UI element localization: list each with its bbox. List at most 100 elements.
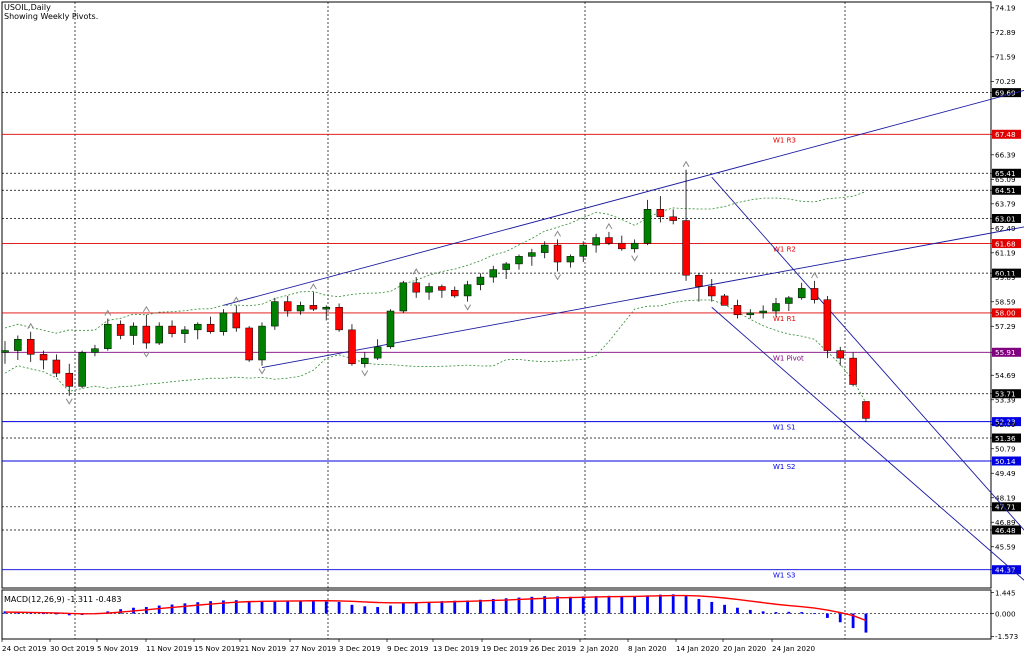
candle-body (129, 325, 138, 336)
candle-body (181, 329, 189, 334)
date-tick-label: 26 Dec 2019 (530, 644, 576, 653)
candle (373, 339, 382, 361)
candle (194, 322, 202, 340)
date-tick-label: 24 Jan 2020 (772, 644, 816, 653)
candle (605, 231, 613, 246)
macd-bar (170, 604, 174, 614)
candle-body (194, 323, 202, 331)
macd-bar (414, 602, 418, 614)
fractal-up-icon (309, 283, 317, 290)
price-tick-label: 53.39 (995, 396, 1016, 405)
price-tick-label: 57.29 (995, 322, 1016, 331)
price-tick-label: 65.41 (995, 169, 1016, 178)
macd-bar (453, 600, 457, 614)
envelope-upper (4, 191, 867, 334)
price-tag (992, 389, 1021, 399)
fractal-up-icon (142, 305, 150, 313)
candle (322, 305, 330, 321)
price-tick-label: 59.89 (995, 273, 1016, 282)
price-tag (992, 502, 1021, 512)
candle (129, 322, 138, 345)
candle-body (425, 286, 433, 293)
macd-bar (196, 602, 200, 614)
candle-body (695, 274, 703, 287)
date-tick-label: 15 Nov 2019 (194, 644, 240, 653)
candle-body (245, 327, 253, 361)
candle-body (1, 350, 9, 353)
price-tag (992, 347, 1021, 357)
date-tick-label: 2 Jan 2020 (580, 644, 619, 653)
candle-body (322, 306, 330, 310)
candle (553, 239, 562, 272)
candle-body (206, 323, 215, 332)
candle (399, 280, 408, 313)
price-tag (992, 565, 1021, 575)
macd-bar (710, 601, 714, 614)
price-tag (992, 239, 1021, 249)
candle-body (618, 242, 626, 250)
candle (104, 318, 112, 351)
candle-body (733, 305, 742, 316)
date-tick-label: 30 Oct 2019 (50, 644, 95, 653)
price-tick-label: 52.09 (995, 420, 1016, 429)
macd-bar (42, 613, 45, 615)
macd-bar (800, 612, 804, 614)
date-tick-label: 3 Dec 2019 (339, 644, 381, 653)
macd-bar (67, 613, 71, 616)
macd-tick-label: 0.000 (995, 609, 1016, 618)
candle-body (361, 357, 369, 365)
price-tag (992, 417, 1021, 427)
candle-body (810, 288, 819, 300)
macd-bar (363, 606, 367, 614)
candle (566, 254, 575, 268)
fractal-up-icon (232, 296, 240, 303)
macd-bar (401, 603, 405, 614)
price-tick-label: 61.19 (995, 249, 1016, 258)
price-tick-label: 61.68 (995, 239, 1016, 248)
fractal-up-icon (104, 309, 112, 316)
pivot-label: W1 S2 (773, 463, 796, 471)
price-tag (992, 213, 1021, 223)
price-tick-label: 62.49 (995, 224, 1016, 233)
macd-bar (826, 613, 829, 618)
macd-bar (466, 600, 469, 614)
candle-body (682, 220, 690, 276)
candle-body (643, 209, 652, 244)
macd-bar (748, 609, 752, 614)
price-tick-label: 65.09 (995, 175, 1016, 184)
macd-bar (813, 613, 816, 615)
candle (26, 331, 35, 362)
candle-body (772, 303, 780, 312)
price-tick-label: 69.69 (995, 88, 1016, 97)
candle-body (78, 352, 86, 387)
price-tag (992, 433, 1021, 443)
pivot-label: W1 S3 (773, 572, 796, 580)
macd-bar (851, 613, 855, 629)
macd-bar (864, 613, 868, 633)
candle-body (335, 306, 343, 331)
candle (849, 352, 857, 387)
candle (540, 241, 549, 259)
price-tick-label: 60.11 (995, 269, 1016, 278)
date-tick-label: 13 Dec 2019 (433, 644, 479, 653)
fractal-up-icon (412, 268, 420, 275)
candle-body (26, 339, 35, 355)
date-tick-label: 24 Oct 2019 (2, 644, 47, 653)
candle-body (271, 301, 279, 327)
date-tick-label: 21 Nov 2019 (240, 644, 286, 653)
price-tag (992, 456, 1021, 466)
candle-body (91, 348, 99, 353)
candle-body (720, 295, 729, 306)
date-tick-label: 9 Dec 2019 (387, 644, 429, 653)
macd-bar (119, 609, 123, 614)
macd-bar (273, 601, 277, 614)
fractal-down-icon (361, 370, 369, 377)
candle (746, 309, 755, 319)
macd-bar (658, 594, 662, 614)
fractal-down-icon (258, 368, 266, 375)
candle-body (553, 244, 562, 263)
price-tick-label: 46.48 (995, 526, 1016, 535)
candle-body (373, 346, 382, 359)
candle-body (849, 357, 857, 385)
